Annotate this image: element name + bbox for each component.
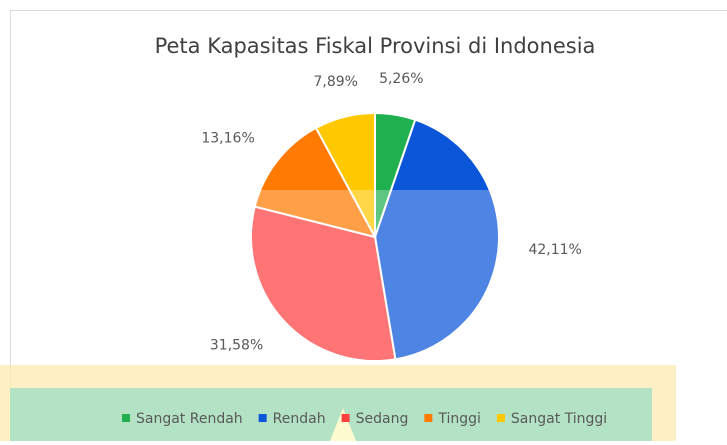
legend-swatch	[497, 414, 505, 422]
data-label: 7,89%	[314, 74, 358, 90]
data-label: 5,26%	[379, 71, 423, 87]
data-label: 31,58%	[210, 337, 263, 353]
data-label: 13,16%	[201, 131, 254, 147]
data-label: 42,11%	[528, 242, 581, 258]
legend-label: Rendah	[273, 411, 326, 427]
chart-title: Peta Kapasitas Fiskal Provinsi di Indone…	[155, 34, 596, 58]
legend-swatch	[259, 414, 267, 422]
legend-label: Sangat Rendah	[136, 411, 243, 427]
legend-swatch	[122, 414, 130, 422]
legend-swatch	[342, 414, 350, 422]
legend: Sangat Rendah Rendah Sedang Tinggi Sangat Ti…	[122, 411, 607, 427]
legend-swatch	[424, 414, 432, 422]
legend-label: Sedang	[356, 411, 409, 427]
legend-label: Sangat Tinggi	[511, 411, 607, 427]
legend-label: Tinggi	[437, 411, 481, 427]
